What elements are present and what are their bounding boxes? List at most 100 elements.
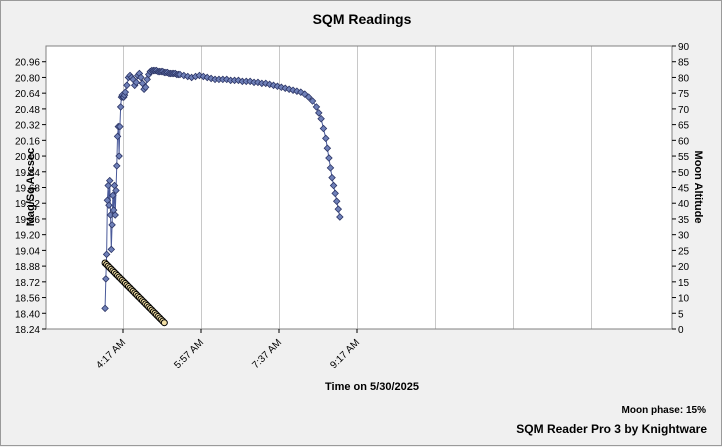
x-tick-label: 5:57 AM <box>172 337 206 371</box>
sqm-point <box>195 71 204 80</box>
y-tick-label: 20.00 <box>15 152 40 163</box>
y2-tick-label: 90 <box>678 42 690 53</box>
sqm-point <box>293 87 301 95</box>
x-tick-label: 4:17 AM <box>94 337 128 371</box>
sqm-point <box>105 201 113 209</box>
sqm-point <box>176 70 184 79</box>
sqm-point <box>329 181 338 190</box>
sqm-point <box>137 73 145 82</box>
data-series <box>101 66 344 327</box>
sqm-point <box>123 81 131 90</box>
y-tick-label: 19.36 <box>15 215 40 226</box>
sqm-point <box>102 250 111 259</box>
y2-tick-label: 70 <box>678 105 690 116</box>
y-tick-label: 18.24 <box>15 325 40 336</box>
y2-tick-label: 0 <box>678 325 684 336</box>
sqm-point <box>105 176 114 185</box>
sqm-point <box>138 79 147 88</box>
sqm-point <box>322 134 330 143</box>
x-tick-label: 9:17 AM <box>328 337 362 371</box>
sqm-point <box>254 78 262 87</box>
y2-tick-label: 60 <box>678 136 690 147</box>
y-tick-label: 20.64 <box>15 89 40 100</box>
sqm-point <box>115 152 123 160</box>
sqm-point <box>323 144 332 152</box>
y-tick-label: 19.04 <box>15 246 40 257</box>
y-tick-label: 20.32 <box>15 121 40 132</box>
sqm-point <box>116 122 124 131</box>
sqm-point <box>113 132 122 141</box>
y2-tick-label: 55 <box>678 152 690 163</box>
y2-tick-label: 35 <box>678 215 690 226</box>
y-tick-label: 18.88 <box>15 262 40 273</box>
sqm-point <box>101 304 109 313</box>
y2-axis-title: Moon Altitude <box>692 151 704 224</box>
y-tick-label: 18.56 <box>15 294 40 305</box>
sqm-point <box>141 83 150 92</box>
moon-altitude-point <box>160 319 168 327</box>
y2-axis-ticks: 0 5 10 15 20 25 30 35 40 45 50 55 60 65 70 75 80 85 90 <box>672 42 690 336</box>
sqm-point <box>109 191 117 200</box>
grid-lines <box>123 46 592 329</box>
moon-altitude-series <box>101 259 168 327</box>
y-tick-label: 20.16 <box>15 136 40 147</box>
sqm-point <box>304 93 313 101</box>
sqm-point <box>331 189 339 198</box>
y2-tick-label: 75 <box>678 89 690 100</box>
sqm-point <box>319 124 328 133</box>
moon-phase-label: Moon phase: 15% <box>622 405 707 416</box>
y2-tick-label: 20 <box>678 262 690 273</box>
y-axis-ticks: 18.24 18.40 18.56 18.72 18.88 19.04 19.20 19.36… <box>15 58 46 336</box>
sqm-point <box>332 197 341 206</box>
sqm-point <box>336 213 344 221</box>
y2-tick-label: 25 <box>678 246 690 257</box>
y2-tick-label: 30 <box>678 231 690 242</box>
y2-tick-label: 85 <box>678 58 690 69</box>
credit-label: SQM Reader Pro 3 by Knightware <box>516 422 707 436</box>
y2-tick-label: 45 <box>678 184 690 195</box>
sqm-point <box>102 275 110 283</box>
sqm-point <box>116 103 125 111</box>
sqm-point <box>328 173 336 182</box>
sqm-point <box>111 211 119 219</box>
y2-tick-label: 40 <box>678 199 690 210</box>
sqm-point <box>121 88 130 96</box>
sqm-point <box>325 154 333 162</box>
y2-tick-label: 80 <box>678 73 690 84</box>
sqm-point <box>315 109 323 117</box>
sqm-point <box>308 97 317 105</box>
y-tick-label: 18.40 <box>15 309 40 320</box>
y2-tick-label: 5 <box>678 309 684 320</box>
plot-area <box>46 46 672 329</box>
sqm-point <box>234 76 243 85</box>
y-tick-label: 19.84 <box>15 168 40 179</box>
y2-tick-label: 10 <box>678 294 690 305</box>
y-tick-label: 20.96 <box>15 58 40 69</box>
sqm-point <box>132 78 141 87</box>
x-axis-ticks: 4:17 AM 5:57 AM 7:37 AM 9:17 AM <box>94 329 362 371</box>
y2-tick-label: 50 <box>678 168 690 179</box>
y-tick-label: 18.72 <box>15 278 40 289</box>
sqm-point <box>112 162 121 170</box>
sqm-point <box>281 84 290 93</box>
y-tick-label: 19.20 <box>15 231 40 242</box>
chart-title: SQM Readings <box>313 11 412 27</box>
y-tick-label: 19.52 <box>15 199 40 210</box>
sqm-point <box>107 245 116 254</box>
x-axis-title: Time on 5/30/2025 <box>325 381 419 393</box>
sqm-point <box>312 103 321 111</box>
sqm-point <box>112 186 120 195</box>
y2-tick-label: 65 <box>678 121 690 132</box>
sqm-point <box>317 114 325 123</box>
sqm-point <box>199 72 208 81</box>
sqm-point <box>108 221 116 229</box>
sqm-series <box>101 66 344 313</box>
sqm-point <box>273 82 282 91</box>
sqm-point <box>180 71 188 80</box>
y-axis-title: Mag/Sq Arcsec <box>25 148 37 226</box>
y-tick-label: 20.80 <box>15 73 40 84</box>
y2-tick-label: 15 <box>678 278 690 289</box>
y-tick-label: 19.68 <box>15 184 40 195</box>
